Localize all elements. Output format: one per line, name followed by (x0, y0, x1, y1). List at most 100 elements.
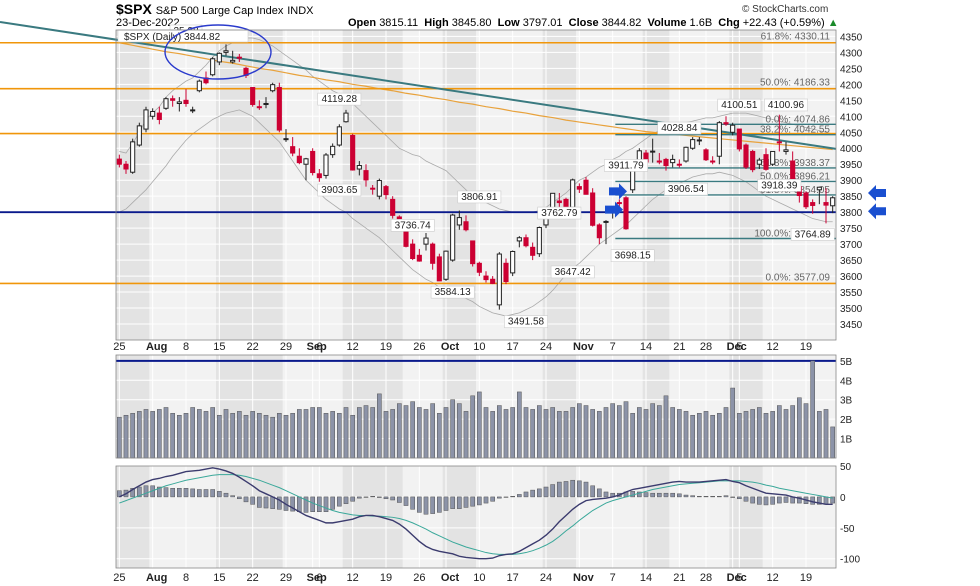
x-tick-label: 14 (640, 572, 652, 584)
macd-histogram-bar (190, 488, 195, 498)
volume-bar (290, 413, 295, 459)
candle-body (150, 110, 156, 117)
macd-histogram-bar (317, 496, 322, 512)
macd-histogram-bar (683, 494, 689, 498)
annotation-label: 3906.54 (668, 184, 705, 195)
candle-body (283, 138, 289, 141)
macd-histogram-bar (177, 488, 182, 498)
candle-body (116, 158, 122, 165)
candle-body (603, 220, 609, 223)
volume-bar (490, 411, 495, 459)
volume-bar (637, 407, 642, 459)
y-tick-label: 4350 (840, 32, 863, 43)
volume-bar (197, 409, 202, 459)
candle-body (816, 186, 822, 191)
macd-frame (115, 465, 837, 569)
macd-histogram-bar (277, 496, 282, 510)
x-tick-label: Nov (573, 572, 595, 584)
chg-label: Chg (718, 17, 740, 29)
volume-bar (797, 397, 802, 459)
x-tick-label: 12 (347, 341, 359, 353)
volume-bar (210, 407, 215, 459)
candle-body (223, 50, 229, 53)
candle-body (130, 141, 136, 173)
volume-bar (170, 413, 175, 459)
annotation-box (317, 183, 362, 197)
candle-body (790, 160, 796, 183)
volume-bar (737, 413, 742, 459)
volume-bar (223, 409, 229, 459)
x-tick-label: 26 (413, 341, 425, 353)
annotation-label: 3918.39 (761, 180, 798, 191)
macd-histogram-bar (503, 496, 509, 498)
up-arrow-icon: ▲ (827, 17, 839, 29)
x-tick-label: 6 (316, 572, 322, 584)
annotation-box (430, 285, 475, 299)
volume-bar (497, 405, 502, 459)
macd-histogram-bar (670, 492, 675, 498)
macd-histogram-bar (523, 491, 529, 498)
sma-line (119, 42, 833, 151)
volume-bar (270, 416, 275, 459)
volume-bar (523, 407, 529, 459)
volume-bar (630, 413, 635, 459)
macd-histogram-bar (830, 496, 835, 504)
macd-histogram-bar (490, 496, 495, 502)
volume-bar (697, 413, 702, 459)
macd-histogram-bar (357, 496, 362, 499)
candle-body (370, 187, 376, 190)
candle-body (490, 278, 496, 284)
annotation-box (504, 315, 548, 329)
y-tick-label: 3450 (840, 320, 863, 331)
volume-bar (397, 403, 402, 459)
candle-body (176, 101, 182, 105)
volume-bar (383, 411, 389, 459)
y-tick-label: 3850 (840, 192, 863, 203)
volume-bar (183, 413, 189, 459)
x-tick-label: Nov (573, 341, 595, 353)
annotation-box (757, 179, 802, 192)
candle-body (723, 122, 729, 125)
volume-bar (730, 387, 735, 459)
candle-body (330, 145, 336, 156)
macd-histogram-bar (363, 496, 369, 498)
x-tick-label: 24 (540, 572, 552, 584)
x-tick-label: 8 (183, 341, 189, 353)
macd-histogram-bar (630, 491, 635, 498)
macd-histogram-bar (417, 496, 422, 513)
volume-bar (177, 414, 182, 459)
x-tick-label: 21 (673, 341, 685, 353)
volume-bar (683, 411, 689, 459)
volume-bar (303, 409, 309, 459)
volume-bar (150, 411, 155, 459)
candle-body (416, 254, 422, 262)
macd-histogram-bar (223, 492, 229, 498)
x-tick-label: 12 (347, 572, 359, 584)
x-tick-label: 25 (113, 341, 125, 353)
annotation-label: 3911.79 (608, 160, 644, 171)
macd-histogram-bar (643, 492, 649, 498)
candle-body (376, 180, 382, 197)
macd-histogram-bar (403, 496, 409, 506)
chg-value: +22.43 (+0.59%) (742, 17, 825, 29)
y-tick-label: 3600 (840, 272, 863, 283)
volume-bar (390, 409, 395, 459)
macd-histogram-bar (383, 496, 389, 500)
volume-bar (757, 407, 762, 459)
candle-body (270, 84, 276, 92)
candle-body (476, 262, 482, 273)
price-frame (115, 29, 837, 341)
volume-bar (230, 413, 235, 459)
volume-bar (357, 407, 362, 459)
macd-histogram-bar (370, 496, 375, 498)
candle-body (823, 202, 829, 206)
volume-bar (130, 413, 135, 459)
x-tick-label: 28 (700, 572, 712, 584)
macd-histogram-bar (290, 496, 295, 512)
volume-bar (550, 407, 555, 459)
macd-histogram-bar (310, 496, 315, 512)
volume-bar (217, 414, 222, 459)
macd-histogram-bar (197, 489, 202, 498)
annotation-label: 3647.42 (555, 267, 592, 278)
macd-histogram-bar (757, 496, 762, 505)
